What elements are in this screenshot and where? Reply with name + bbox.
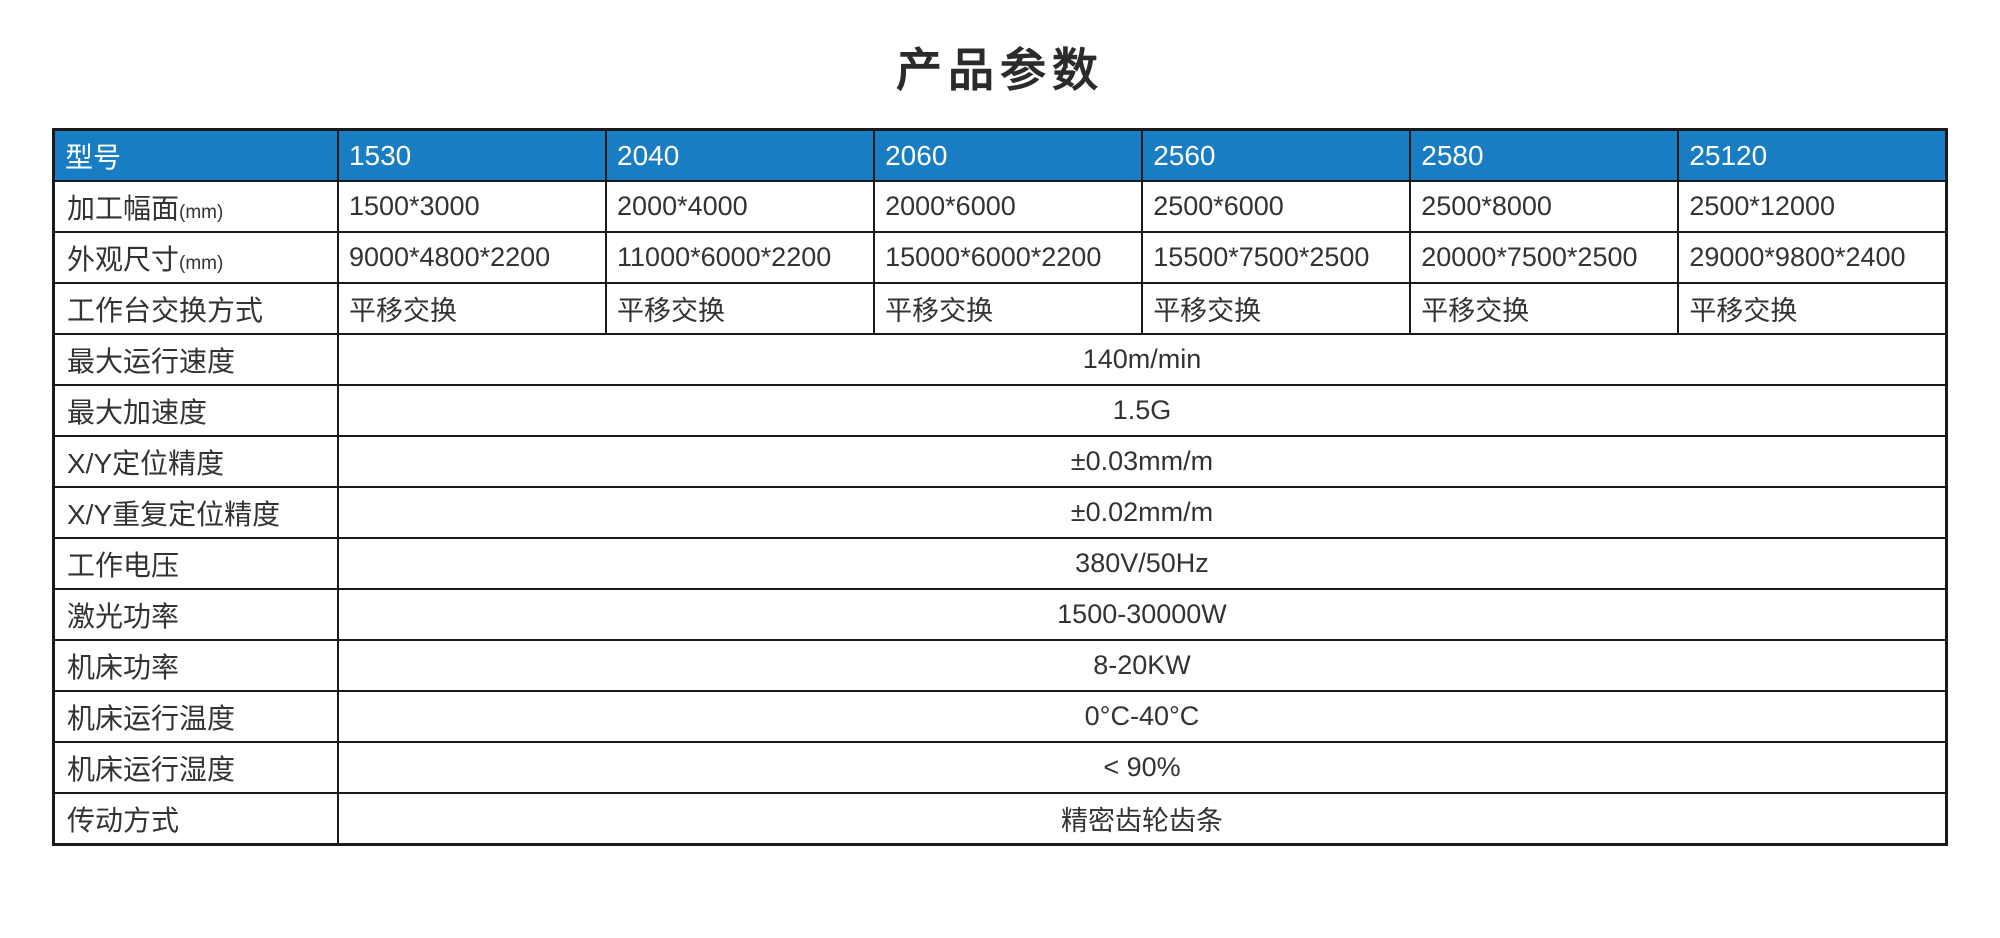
table-row: 加工幅面(mm) 1500*3000 2000*4000 2000*6000 2500*…	[52, 180, 1948, 233]
row-label-text: 激光功率	[67, 600, 180, 632]
row-label: 外观尺寸(mm)	[52, 231, 339, 284]
row-label: 激光功率	[52, 588, 339, 641]
row-label: 机床运行温度	[52, 690, 339, 743]
table-row: 机床运行温度 0°C-40°C	[52, 690, 1948, 743]
value-cell: 平移交换	[1409, 282, 1680, 335]
row-label: 最大加速度	[52, 384, 339, 437]
merged-value-cell: 0°C-40°C	[336, 690, 1948, 743]
table-row: 传动方式 精密齿轮齿条	[52, 792, 1948, 846]
table-row: 工作台交换方式 平移交换 平移交换 平移交换 平移交换 平移交换 平移交换	[52, 282, 1948, 335]
row-label-text: X/Y重复定位精度	[67, 498, 281, 530]
value-cell: 29000*9800*2400	[1677, 231, 1948, 284]
value-cell: 9000*4800*2200	[336, 231, 608, 284]
page-title: 产品参数	[896, 44, 1104, 96]
table-row: 工作电压 380V/50Hz	[52, 537, 1948, 590]
value-cell: 平移交换	[605, 282, 876, 335]
row-label-text: 最大加速度	[67, 396, 208, 428]
table-row: 外观尺寸(mm) 9000*4800*2200 11000*6000*2200 150…	[52, 231, 1948, 284]
row-label: 工作台交换方式	[52, 282, 339, 335]
value-cell: 1500*3000	[336, 180, 608, 233]
row-label: 工作电压	[52, 537, 339, 590]
row-label-text: 工作台交换方式	[67, 294, 264, 326]
value-cell: 2500*12000	[1677, 180, 1948, 233]
value-cell: 20000*7500*2500	[1409, 231, 1680, 284]
header-model-label: 型号	[52, 128, 339, 182]
table-header-row: 型号 1530 2040 2060 2560 2580 25120	[52, 128, 1948, 182]
value-cell: 11000*6000*2200	[605, 231, 876, 284]
merged-value-cell: 380V/50Hz	[336, 537, 1948, 590]
value-cell: 15000*6000*2200	[873, 231, 1144, 284]
row-label-text: 最大运行速度	[67, 345, 236, 377]
table-row: 最大运行速度 140m/min	[52, 333, 1948, 386]
value-cell: 平移交换	[873, 282, 1144, 335]
merged-value-cell: ±0.02mm/m	[336, 486, 1948, 539]
value-cell: 平移交换	[1141, 282, 1412, 335]
row-label-text: 外观尺寸	[67, 243, 180, 275]
merged-value-cell: ±0.03mm/m	[336, 435, 1948, 488]
merged-value-cell: < 90%	[336, 741, 1948, 794]
row-label-text: 机床运行温度	[67, 702, 236, 734]
value-cell: 2000*6000	[873, 180, 1144, 233]
table-row: 机床功率 8-20KW	[52, 639, 1948, 692]
merged-value-cell: 1500-30000W	[336, 588, 1948, 641]
row-label: 加工幅面(mm)	[52, 180, 339, 233]
table-row: 最大加速度 1.5G	[52, 384, 1948, 437]
row-label-text: 机床功率	[67, 651, 180, 683]
row-label-suffix: (mm)	[179, 201, 224, 223]
table-row: X/Y重复定位精度 ±0.02mm/m	[52, 486, 1948, 539]
row-label-text: 机床运行湿度	[67, 753, 236, 785]
value-cell: 2000*4000	[605, 180, 876, 233]
table-row: 激光功率 1500-30000W	[52, 588, 1948, 641]
row-label-text: 加工幅面	[67, 192, 180, 224]
table-row: 机床运行湿度 < 90%	[52, 741, 1948, 794]
header-model-cell: 2580	[1409, 128, 1680, 182]
merged-value-cell: 1.5G	[336, 384, 1948, 437]
header-model-cell: 25120	[1677, 128, 1948, 182]
row-label-text: X/Y定位精度	[67, 447, 225, 479]
row-label: 传动方式	[52, 792, 339, 846]
row-label-text: 传动方式	[67, 804, 180, 836]
value-cell: 平移交换	[1677, 282, 1948, 335]
product-parameters-table: 型号 1530 2040 2060 2560 2580 25120 加工幅面(mm) 1500…	[52, 128, 1948, 846]
value-cell: 2500*8000	[1409, 180, 1680, 233]
row-label: 机床功率	[52, 639, 339, 692]
merged-value-cell: 140m/min	[336, 333, 1948, 386]
row-label: 机床运行湿度	[52, 741, 339, 794]
merged-value-cell: 8-20KW	[336, 639, 1948, 692]
header-model-cell: 2060	[873, 128, 1144, 182]
header-model-cell: 1530	[336, 128, 608, 182]
value-cell: 2500*6000	[1141, 180, 1412, 233]
row-label-text: 工作电压	[67, 549, 180, 581]
table-row: X/Y定位精度 ±0.03mm/m	[52, 435, 1948, 488]
row-label-suffix: (mm)	[179, 252, 224, 274]
row-label: X/Y定位精度	[52, 435, 339, 488]
row-label: 最大运行速度	[52, 333, 339, 386]
merged-value-cell: 精密齿轮齿条	[336, 792, 1948, 846]
header-model-cell: 2560	[1141, 128, 1412, 182]
row-label: X/Y重复定位精度	[52, 486, 339, 539]
value-cell: 15500*7500*2500	[1141, 231, 1412, 284]
value-cell: 平移交换	[336, 282, 608, 335]
header-model-cell: 2040	[605, 128, 876, 182]
